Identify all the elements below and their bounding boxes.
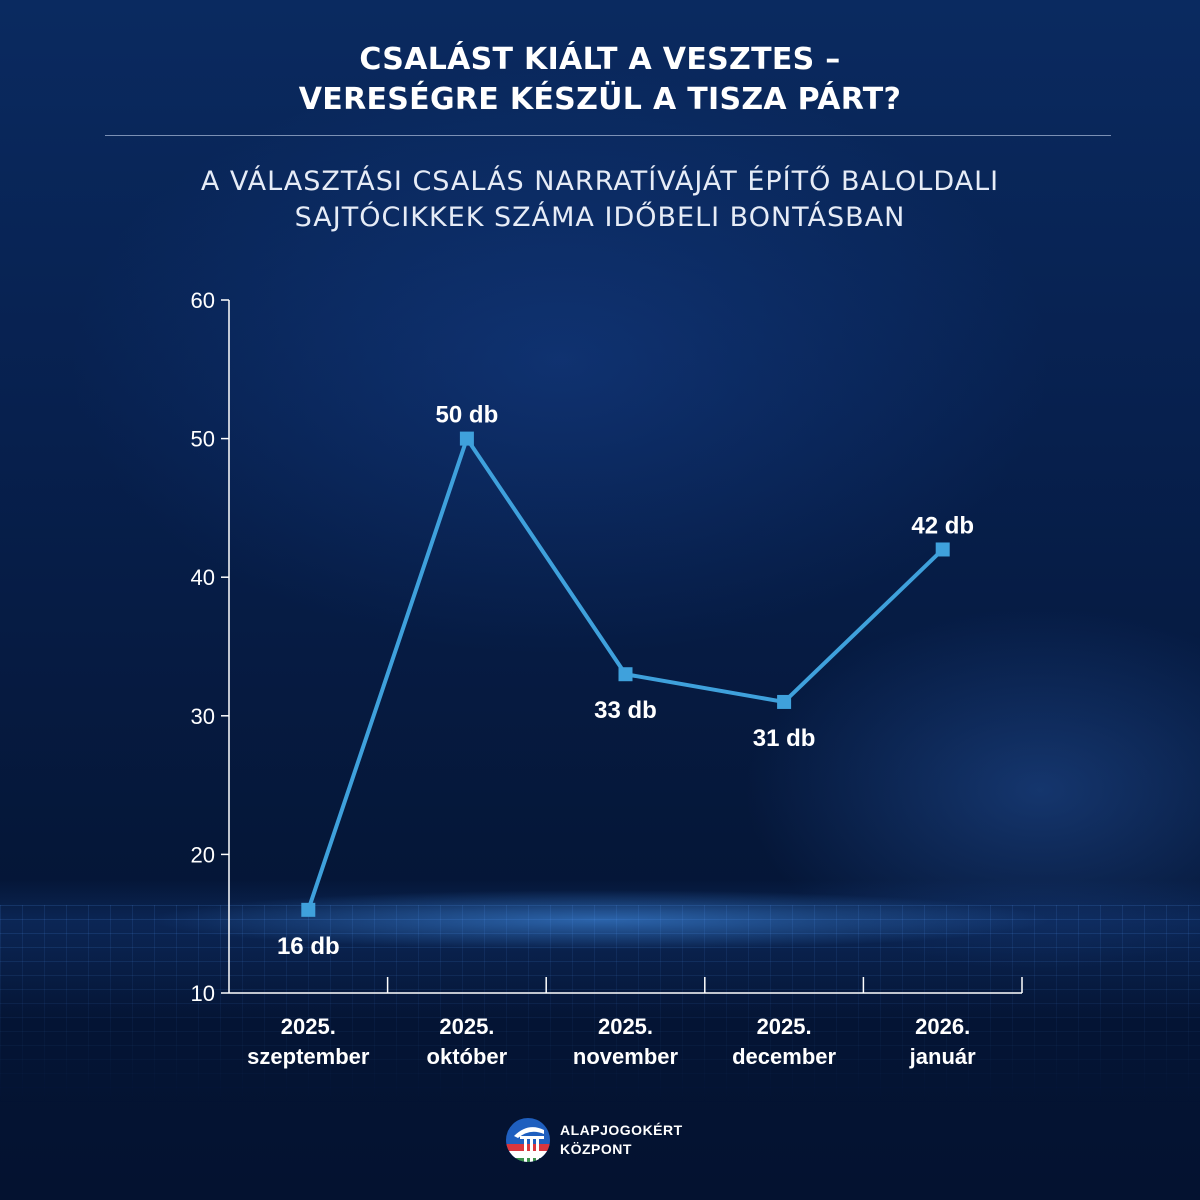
data-point [301,902,316,917]
x-tick-label-year: 2026. [915,1014,970,1039]
x-tick-label-month: október [427,1044,508,1069]
data-point [459,431,474,446]
title-divider [105,135,1111,136]
x-tick-label: 2025. november [573,1014,679,1069]
title-line-1: CSALÁST KIÁLT A VESZTES – [359,42,841,77]
y-tick-label: 30 [191,704,215,729]
data-label: 16 db [277,933,340,960]
chart-subtitle: A VÁLASZTÁSI CSALÁS NARRATÍVÁJÁT ÉPÍTŐ B… [0,164,1200,236]
title-line-2: VERESÉGRE KÉSZÜL A TISZA PÁRT? [298,82,902,117]
logo-text: ALAPJOGOKÉRT KÖZPONT [560,1121,683,1159]
data-label: 42 db [911,512,974,539]
data-point [618,667,633,682]
subtitle-line-2: SAJTÓCIKKEK SZÁMA IDŐBELI BONTÁSBAN [294,202,906,233]
x-tick-label: 2025. december [732,1014,836,1069]
data-label: 33 db [594,697,657,724]
x-tick-label-month: december [732,1044,836,1069]
x-tick-label-year: 2025. [281,1014,336,1039]
subtitle-line-1: A VÁLASZTÁSI CSALÁS NARRATÍVÁJÁT ÉPÍTŐ B… [200,166,1000,197]
data-point [935,542,950,557]
y-tick-label: 20 [191,842,215,867]
x-tick-label-year: 2025. [757,1014,812,1039]
x-tick-label-year: 2025. [439,1014,494,1039]
x-tick-label-month: január [909,1044,976,1069]
x-tick-label-month: szeptember [247,1044,370,1069]
page-title: CSALÁST KIÁLT A VESZTES – VERESÉGRE KÉSZ… [0,40,1200,120]
y-tick-label: 60 [191,288,215,313]
x-tick-label-month: november [573,1044,679,1069]
y-tick-label: 50 [191,427,215,452]
data-label: 31 db [753,725,816,752]
y-tick-label: 10 [191,981,215,1006]
logo-line-1: ALAPJOGOKÉRT [560,1122,683,1138]
logo-line-2: KÖZPONT [560,1141,632,1157]
data-point [777,694,792,709]
x-tick-label: 2025. szeptember [247,1014,370,1069]
x-tick-label-year: 2025. [598,1014,653,1039]
x-tick-label: 2026. január [909,1014,976,1069]
logo: ALAPJOGOKÉRT KÖZPONT [504,1114,683,1166]
logo-emblem-icon [506,1118,550,1162]
x-tick-label: 2025. október [427,1014,508,1069]
y-tick-label: 40 [191,565,215,590]
data-label: 50 db [436,402,499,429]
